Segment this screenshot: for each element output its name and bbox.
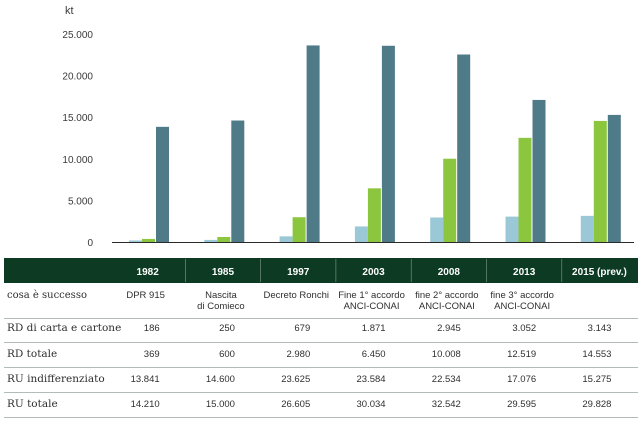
bar-series-2-1997 — [292, 217, 306, 242]
table-cell: 15.000 — [206, 399, 235, 410]
table-cell: 14.553 — [582, 349, 611, 360]
bar-series-3-2003 — [381, 45, 395, 242]
event-text: fine 2° accordo — [415, 290, 478, 301]
x-tick-label: 1985 — [212, 267, 235, 278]
event-text: DPR 915 — [126, 290, 165, 301]
x-tick-label: 2003 — [362, 267, 385, 278]
bar-series-1-1982 — [129, 240, 142, 242]
table-cell: 3.052 — [512, 323, 536, 334]
table-row-label: RU totale — [7, 398, 58, 410]
table-cell: 250 — [219, 323, 235, 334]
bar-series-2-2013 — [518, 137, 532, 242]
event-text: ANCI-CONAI — [344, 301, 400, 312]
bar-series-1-1997 — [279, 236, 293, 242]
bar-series-3-2015 (prev.) — [607, 114, 621, 242]
event-text: di Comieco — [197, 301, 245, 312]
table-header-band — [4, 258, 638, 283]
bar-series-2-1982 — [142, 238, 155, 242]
table-cell: 2.945 — [437, 323, 461, 334]
table-cell: 369 — [144, 349, 160, 360]
table-cell: 12.519 — [507, 349, 536, 360]
y-tick-label: 25.000 — [62, 30, 93, 41]
y-axis-unit-label: kt — [65, 5, 74, 17]
y-tick-label: 0 — [87, 238, 93, 249]
x-tick-label: 2013 — [513, 267, 536, 278]
table-cell: 1.871 — [362, 323, 386, 334]
table-cell: 29.595 — [507, 399, 536, 410]
table-cell: 186 — [144, 323, 160, 334]
table-cell: 26.605 — [281, 399, 310, 410]
table-cell: 600 — [219, 349, 235, 360]
bar-series-1-1985 — [204, 239, 218, 242]
table-cell: 6.450 — [362, 349, 386, 360]
table-cell: 10.008 — [432, 349, 461, 360]
table-cell: 679 — [294, 323, 310, 334]
y-tick-label: 5.000 — [68, 196, 93, 207]
x-tick-label: 2008 — [438, 267, 461, 278]
table-cell: 23.625 — [281, 374, 310, 385]
table-row-label: RD totale — [7, 348, 57, 360]
table-cell: 29.828 — [582, 399, 611, 410]
event-text: Decreto Ronchi — [264, 290, 329, 301]
bar-series-3-1982 — [156, 126, 169, 242]
bar-series-1-2008 — [430, 217, 444, 242]
y-tick-label: 10.000 — [62, 155, 93, 166]
bar-series-3-1997 — [306, 45, 320, 242]
table-cell: 15.275 — [582, 374, 611, 385]
bar-series-3-2008 — [457, 54, 471, 242]
bar-series-3-2013 — [532, 99, 546, 243]
event-text: Nascita — [205, 290, 237, 301]
event-text: ANCI-CONAI — [494, 301, 550, 312]
bar-series-1-2015 (prev.) — [580, 215, 594, 242]
bar-series-2-1985 — [217, 237, 231, 242]
y-tick-label: 20.000 — [62, 72, 93, 83]
bar-series-3-1985 — [231, 120, 245, 242]
events-row-label: cosa è successo — [7, 290, 87, 301]
bar-series-1-2013 — [505, 216, 519, 242]
table-cell: 23.584 — [356, 374, 385, 385]
bars-layer — [129, 45, 621, 243]
table-cell: 30.034 — [356, 399, 385, 410]
y-axis: kt 0 5.000 10.000 15.000 20.000 25.000 — [62, 5, 93, 249]
x-tick-label: 1997 — [287, 267, 310, 278]
table-cell: 13.841 — [131, 374, 160, 385]
event-text: ANCI-CONAI — [419, 301, 475, 312]
table-cell: 32.542 — [432, 399, 461, 410]
bar-series-2-2008 — [443, 158, 457, 242]
x-tick-label: 1982 — [137, 267, 160, 278]
table-cell: 22.534 — [432, 374, 461, 385]
data-table: 1982 1985 1997 2003 2008 2013 2015 (prev.) cosa… — [4, 259, 638, 418]
bar-series-1-2003 — [354, 226, 368, 242]
bar-series-2-2015 (prev.) — [593, 120, 607, 242]
event-text: fine 3° accordo — [490, 290, 553, 301]
table-cell: 2.980 — [286, 349, 310, 360]
y-tick-label: 15.000 — [62, 113, 93, 124]
x-tick-label: 2015 (prev.) — [572, 267, 627, 278]
table-row-label: RU indifferenziato — [7, 373, 105, 385]
table-cell: 14.600 — [206, 374, 235, 385]
table-cell: 14.210 — [131, 399, 160, 410]
bar-series-2-2003 — [367, 188, 381, 242]
table-cell: 3.143 — [588, 323, 612, 334]
table-row-label: RD di carta e cartone — [7, 322, 121, 334]
event-text: Fine 1° accordo — [338, 290, 405, 301]
table-cell: 17.076 — [507, 374, 536, 385]
